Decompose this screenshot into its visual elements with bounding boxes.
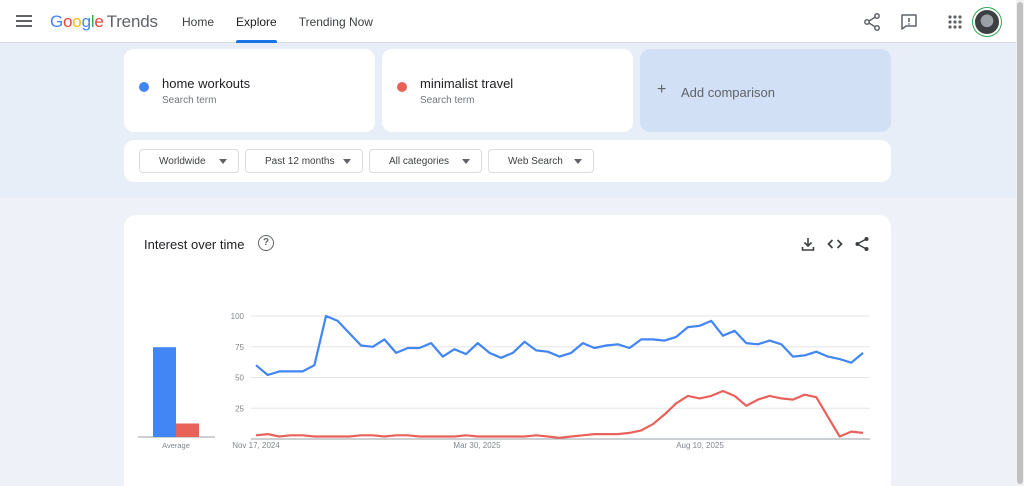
chevron-down-icon xyxy=(219,159,227,164)
scrollbar-thumb[interactable] xyxy=(1017,2,1023,484)
term-card-minimalist-travel[interactable]: minimalist travel Search term xyxy=(382,49,633,132)
add-comparison-button[interactable]: + Add comparison xyxy=(640,49,891,132)
logo-google: Google xyxy=(50,12,104,31)
y-tick-label: 75 xyxy=(235,343,244,352)
card-title: Interest over time xyxy=(144,237,245,252)
nav-home[interactable]: Home xyxy=(182,15,215,29)
filter-location[interactable]: Worldwide xyxy=(139,149,239,173)
chevron-down-icon xyxy=(574,159,582,164)
series-line-home-workouts xyxy=(255,314,864,377)
filter-category[interactable]: All categories xyxy=(369,149,482,173)
filter-category-label: All categories xyxy=(389,155,450,167)
y-tick-label: 50 xyxy=(235,374,244,383)
average-bar-minimalist-travel xyxy=(176,423,199,437)
plus-icon: + xyxy=(657,81,667,98)
term-type: Search term xyxy=(162,95,217,106)
x-tick-label: Mar 30, 2025 xyxy=(453,441,501,450)
nav-explore[interactable]: Explore xyxy=(236,0,277,43)
filter-time-range-label: Past 12 months xyxy=(265,155,335,167)
share-icon[interactable] xyxy=(853,235,871,253)
chevron-down-icon xyxy=(343,159,351,164)
logo-trends: Trends xyxy=(106,12,158,31)
add-comparison-label: Add comparison xyxy=(681,85,775,100)
google-trends-logo[interactable]: Google Trends xyxy=(50,12,158,32)
filter-location-label: Worldwide xyxy=(159,155,206,167)
filter-time-range[interactable]: Past 12 months xyxy=(245,149,363,173)
term-card-home-workouts[interactable]: home workouts Search term xyxy=(124,49,375,132)
download-icon[interactable] xyxy=(799,235,817,253)
apps-grid-icon[interactable] xyxy=(945,12,965,32)
y-tick-label: 25 xyxy=(235,404,244,413)
average-bar-home-workouts xyxy=(153,347,176,437)
series-color-dot xyxy=(139,82,149,92)
top-header: Google Trends Home Explore Trending Now xyxy=(0,0,1016,43)
help-icon[interactable]: ? xyxy=(258,235,274,251)
page-scrollbar[interactable] xyxy=(1016,0,1024,486)
filter-search-type[interactable]: Web Search xyxy=(488,149,594,173)
nav-trending-now[interactable]: Trending Now xyxy=(298,15,373,29)
main-menu-icon[interactable] xyxy=(14,12,34,32)
filter-search-type-label: Web Search xyxy=(508,155,563,167)
term-name: minimalist travel xyxy=(420,76,514,91)
filter-bar: Worldwide Past 12 months All categories … xyxy=(124,140,891,182)
x-tick-label: Aug 10, 2025 xyxy=(676,441,724,450)
x-tick-label: Nov 17, 2024 xyxy=(232,441,280,450)
top-nav: Home Explore Trending Now xyxy=(182,0,395,43)
average-label: Average xyxy=(162,441,190,450)
account-avatar[interactable] xyxy=(975,10,999,34)
series-line-minimalist-travel xyxy=(255,389,864,439)
share-icon[interactable] xyxy=(862,12,882,32)
chevron-down-icon xyxy=(462,159,470,164)
term-type: Search term xyxy=(420,95,475,106)
embed-code-icon[interactable] xyxy=(826,235,844,253)
feedback-icon[interactable] xyxy=(899,12,919,32)
y-tick-label: 100 xyxy=(231,312,245,321)
series-color-dot xyxy=(397,82,407,92)
interest-over-time-card: Interest over time ? xyxy=(124,215,891,486)
term-name: home workouts xyxy=(162,76,251,91)
